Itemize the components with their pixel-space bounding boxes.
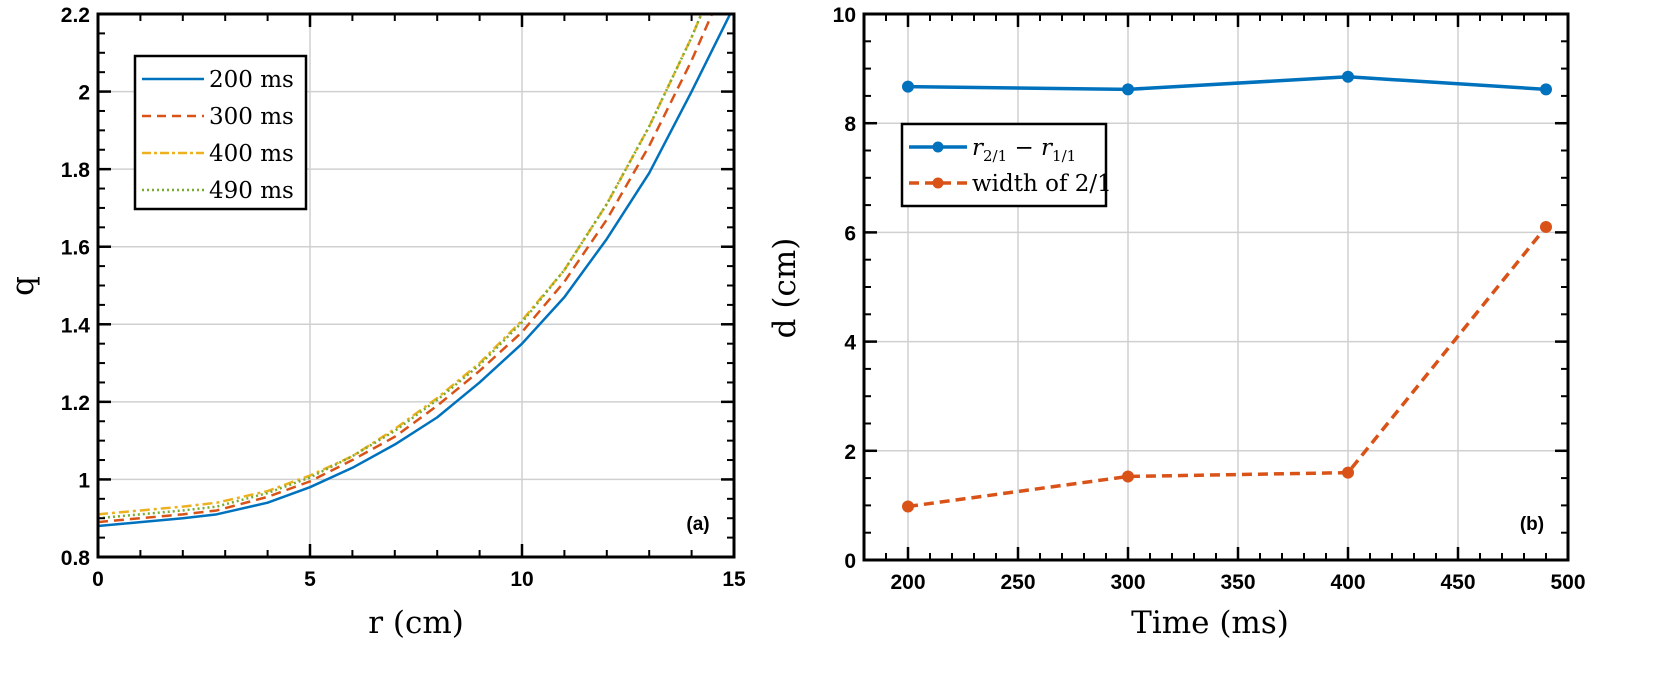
y-tick-label: 2 — [844, 441, 856, 464]
data-point-1-2 — [1342, 466, 1354, 479]
x-axis-label-a: r (cm) — [368, 605, 464, 641]
x-tick-label: 15 — [722, 568, 746, 591]
y-tick-label: 2 — [78, 82, 90, 105]
panel-label-a: (a) — [686, 514, 709, 535]
y-axis-label-b: d (cm) — [767, 238, 803, 339]
y-tick-label: 10 — [833, 4, 856, 27]
axes-frame — [96, 12, 736, 559]
legend-marker-r21-r11 — [932, 141, 944, 153]
data-point-1-3 — [1540, 220, 1552, 233]
data-point-0-3 — [1540, 83, 1552, 96]
y-tick-label: 1.6 — [61, 237, 90, 260]
x-tick-label: 5 — [304, 568, 316, 591]
y-tick-label: 2.2 — [61, 4, 90, 27]
x-tick-label: 250 — [1000, 571, 1035, 594]
legend-label-r21-r11: r2/1 − r1/1 — [972, 135, 1076, 165]
x-tick-label: 500 — [1550, 571, 1585, 594]
y-axis-label-a: q — [5, 276, 41, 296]
series-line-2 — [98, 14, 703, 516]
series-group — [907, 75, 1548, 509]
y-tick-label: 0.8 — [61, 547, 91, 570]
series-group — [98, 14, 732, 528]
x-axis-label-b: Time (ms) — [1131, 605, 1289, 641]
series-line-3 — [98, 14, 703, 520]
series-line-1 — [907, 225, 1548, 509]
data-point-1-0 — [902, 500, 914, 513]
x-tick-label: 400 — [1330, 571, 1365, 594]
series-line-0 — [98, 14, 732, 528]
x-tick-label: 300 — [1110, 571, 1145, 594]
axes-frame — [862, 12, 1570, 562]
y-tick-label: 1.4 — [61, 314, 91, 337]
y-tick-label: 6 — [844, 222, 856, 245]
legend-b: r2/1 − r1/1 width of 2/1 — [900, 122, 1112, 208]
data-point-0-2 — [1342, 70, 1354, 83]
legend-marker-width-2-1 — [932, 177, 944, 189]
panel-b-distance-vs-time: 200 250 300 350 400 450 500 0 2 4 6 8 10 — [833, 4, 1586, 594]
legend-label-width-2-1: width of 2/1 — [972, 171, 1112, 197]
data-point-0-1 — [1122, 83, 1134, 96]
panel-label-b: (b) — [1520, 514, 1544, 535]
x-tick-label: 10 — [510, 568, 533, 591]
legend-label-200ms: 200 ms — [209, 67, 294, 93]
y-tick-label: 1 — [78, 469, 90, 492]
legend-label-400ms: 400 ms — [209, 141, 294, 167]
legend-label-300ms: 300 ms — [209, 104, 294, 130]
legend-label-490ms: 490 ms — [209, 178, 294, 204]
x-tick-label: 350 — [1220, 571, 1255, 594]
series-line-0 — [907, 75, 1547, 92]
y-tick-label: 1.2 — [61, 392, 90, 415]
x-tick-label: 450 — [1440, 571, 1475, 594]
series-line-1 — [98, 14, 714, 524]
x-tick-label: 200 — [890, 571, 925, 594]
legend-a: 200 ms 300 ms 400 ms 490 ms — [133, 54, 308, 211]
y-tick-label: 1.8 — [61, 159, 91, 182]
data-point-0-0 — [902, 80, 914, 93]
y-tick-label: 0 — [844, 550, 856, 573]
x-tick-label: 0 — [92, 568, 104, 591]
y-tick-label: 8 — [844, 113, 856, 136]
data-point-1-1 — [1122, 470, 1134, 483]
y-tick-label: 4 — [844, 332, 856, 355]
panel-a-q-profile: 0 5 10 15 0.8 1 1.2 1.4 1.6 1.8 2 2.2 — [61, 4, 746, 591]
